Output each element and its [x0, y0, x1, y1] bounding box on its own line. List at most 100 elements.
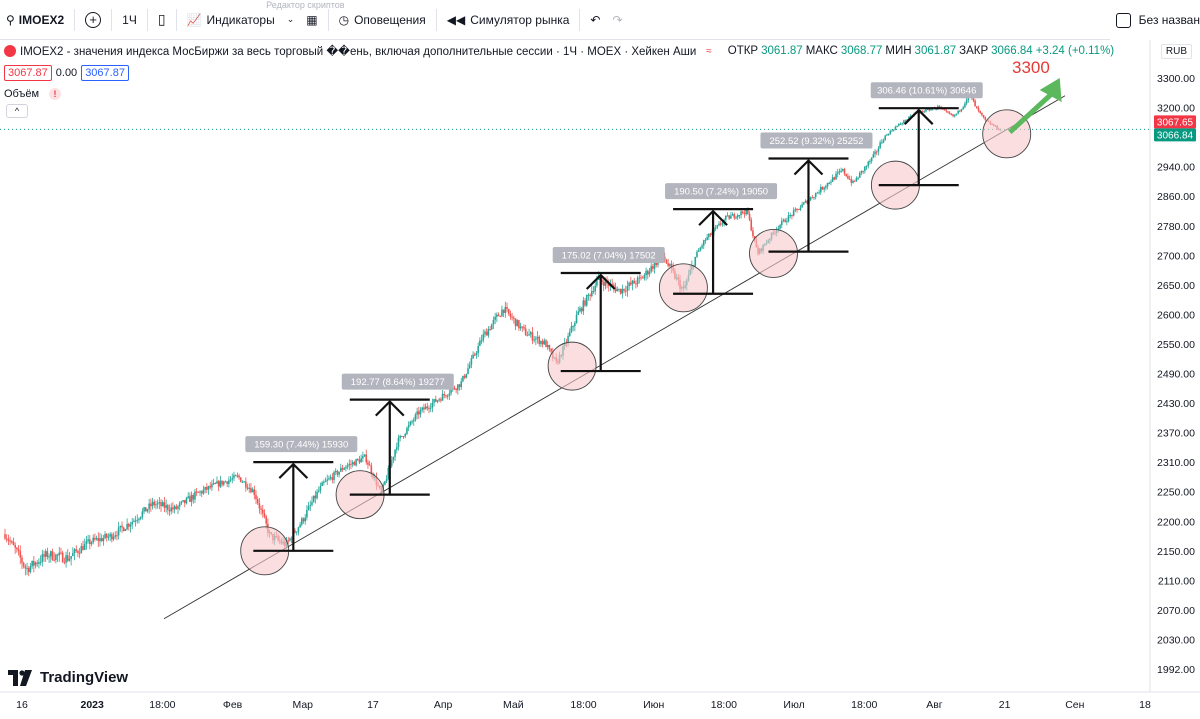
candle-body [470, 358, 473, 365]
warning-icon[interactable]: ! [49, 88, 62, 100]
toolbar-divider [435, 8, 437, 31]
candle-body [709, 233, 712, 235]
candle-body [489, 329, 491, 331]
compare-symbol-button[interactable]: + [79, 0, 107, 40]
candle-body [445, 395, 447, 397]
candle-body [728, 215, 730, 219]
candle-body [953, 114, 956, 117]
candle-body [261, 509, 264, 514]
candle-body [350, 463, 352, 465]
candle-body [494, 316, 496, 320]
candle-body [572, 326, 574, 328]
layout-checkbox[interactable] [1115, 12, 1131, 28]
candle-body [341, 467, 344, 470]
candle-body [326, 479, 329, 481]
price-chart[interactable]: 3300.003200.003020.002940.002860.002780.… [0, 40, 1200, 719]
candle-body [870, 157, 873, 162]
templates-button[interactable]: ▦ [300, 0, 323, 40]
redo-button[interactable]: ↷ [606, 0, 628, 40]
candle-body [748, 213, 751, 220]
candle-body [780, 220, 783, 226]
candle-body [385, 479, 388, 482]
candle-body [16, 547, 18, 550]
measure-arrow-head [278, 462, 309, 479]
volume-label[interactable]: Объём [4, 88, 40, 100]
x-tick-label: Май [503, 699, 524, 711]
candle-body [63, 562, 66, 564]
candle-body [436, 400, 439, 402]
candle-body [574, 323, 576, 327]
candle-body [845, 173, 848, 177]
candle-body [155, 504, 157, 506]
layout-name-area[interactable]: Без назван [1109, 0, 1200, 40]
candle-body [92, 537, 94, 543]
candle-body [877, 148, 880, 152]
candle-body [51, 551, 54, 560]
candle-body [443, 393, 446, 396]
candle-body [317, 490, 320, 492]
interval-button[interactable]: 1Ч Редактор скриптов [116, 0, 344, 40]
currency-label[interactable]: RUB [1160, 44, 1192, 59]
measure-label: 159.30 (7.44%) 15930 [254, 440, 348, 451]
candle-body [338, 471, 340, 475]
alerts-button[interactable]: ◷ Оповещения [333, 0, 432, 40]
candle-body [630, 282, 632, 285]
chart-type-button[interactable]: ▯ [152, 0, 172, 40]
candle-body [741, 211, 744, 214]
candle-body [850, 179, 853, 183]
candle-body [719, 223, 722, 225]
x-tick-label: 17 [367, 699, 379, 711]
candle-body [706, 237, 708, 240]
candle-body [401, 435, 403, 437]
x-tick-label: 18:00 [149, 699, 175, 711]
candle-body [943, 109, 946, 111]
y-tick-label: 2600.00 [1157, 309, 1195, 321]
candle-body [161, 502, 164, 507]
candle-body [521, 326, 524, 328]
candle-body [163, 502, 166, 508]
candle-body [782, 219, 785, 221]
candle-body [619, 288, 622, 294]
candle-body [136, 519, 139, 521]
candle-body [353, 462, 356, 466]
collapse-legend-button[interactable]: ^ [6, 104, 28, 118]
candle-body [799, 207, 802, 210]
symbol-label: IMOEX2 [18, 12, 65, 27]
candle-body [399, 435, 401, 438]
y-tick-label: 2860.00 [1157, 191, 1195, 203]
candle-body [75, 549, 78, 551]
indicators-dropdown[interactable]: ⌄ [281, 0, 301, 40]
candle-body [582, 300, 585, 312]
candle-body [624, 290, 627, 292]
x-tick-label: Мар [292, 699, 313, 711]
replay-button[interactable]: ◀◀ Симулятор рынка [441, 0, 576, 40]
buy-price-button[interactable]: 3067.87 [81, 65, 129, 81]
candle-body [7, 539, 10, 541]
candle-body [441, 393, 444, 401]
y-tick-label: 2490.00 [1157, 369, 1195, 381]
undo-button[interactable]: ↶ [584, 0, 606, 40]
candle-body [433, 399, 435, 403]
candle-body [78, 552, 81, 554]
candle-body [299, 524, 301, 528]
candle-body [523, 326, 525, 329]
candle-body [255, 494, 257, 500]
symbol-search-button[interactable]: ⚲ IMOEX2 [0, 0, 70, 40]
candle-body [192, 495, 195, 500]
candle-body [945, 110, 948, 112]
candle-body [250, 487, 252, 493]
tradingview-logo: TradingView [8, 669, 128, 686]
candle-body [819, 186, 822, 193]
y-tick-label: 2200.00 [1157, 516, 1195, 528]
candle-body [238, 475, 240, 478]
y-tick-label: 2110.00 [1158, 575, 1195, 587]
candle-body [172, 507, 174, 510]
indicators-button[interactable]: 📈 Индикаторы [181, 0, 281, 40]
sell-price-button[interactable]: 3067.87 [4, 65, 52, 81]
measure-arrow-head [375, 400, 405, 417]
candle-body [833, 177, 836, 180]
candle-body [38, 562, 40, 564]
candle-body [792, 210, 795, 216]
x-tick-label: Фев [223, 699, 243, 711]
low-label: МИН [885, 45, 912, 57]
